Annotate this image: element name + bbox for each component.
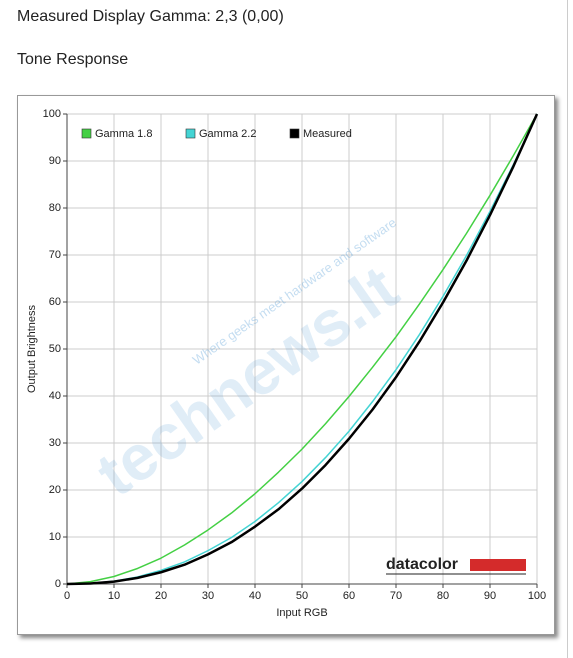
section-title: Tone Response [17, 51, 129, 68]
y-tick-label: 100 [43, 108, 61, 120]
y-axis-label: Output Brightness [26, 304, 38, 393]
x-tick-label: 30 [202, 590, 214, 602]
series-line [66, 113, 539, 586]
x-tick-label: 90 [484, 590, 496, 602]
y-tick-label: 50 [49, 343, 61, 355]
y-tick-label: 10 [49, 531, 61, 543]
x-tick-label: 20 [155, 590, 167, 602]
x-tick-label: 70 [390, 590, 402, 602]
y-tick-label: 0 [55, 578, 61, 590]
y-tick-label: 80 [49, 202, 61, 214]
logo-bar [470, 559, 526, 571]
x-axis-label: Input RGB [276, 607, 327, 619]
logo: datacolor [386, 556, 458, 573]
legend-swatch [289, 128, 300, 139]
y-tick-label: 20 [49, 484, 61, 496]
legend-label: Measured [303, 128, 352, 140]
x-tick-label: 40 [249, 590, 261, 602]
legend-label: Gamma 1.8 [95, 128, 152, 140]
legend-swatch [185, 128, 196, 139]
x-tick-label: 60 [343, 590, 355, 602]
y-tick-label: 70 [49, 249, 61, 261]
x-tick-label: 100 [528, 590, 546, 602]
legend-swatch [81, 128, 92, 139]
y-tick-label: 60 [49, 296, 61, 308]
legend-label: Gamma 2.2 [199, 128, 256, 140]
y-tick-label: 40 [49, 390, 61, 402]
x-tick-label: 80 [437, 590, 449, 602]
divider [567, 0, 568, 658]
x-tick-label: 10 [108, 590, 120, 602]
y-tick-label: 90 [49, 155, 61, 167]
series-line [66, 113, 538, 585]
y-tick-label: 30 [49, 437, 61, 449]
heading: Measured Display Gamma: 2,3 (0,00) [17, 8, 284, 25]
x-tick-label: 0 [64, 590, 70, 602]
x-tick-label: 50 [296, 590, 308, 602]
